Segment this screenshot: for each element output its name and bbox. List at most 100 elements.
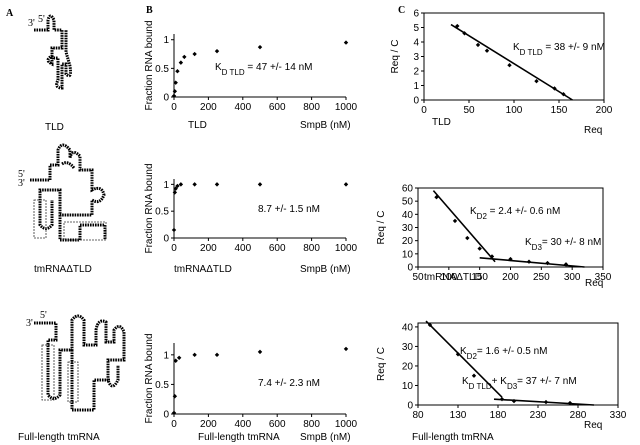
data-point: [545, 260, 550, 266]
plot-frame: [417, 187, 604, 268]
data-point: [192, 182, 197, 187]
annotation: KD2 = 2.4 +/- 0.6 nM: [470, 206, 560, 221]
data-point: [484, 48, 490, 53]
y-tick-label: 40: [402, 322, 414, 333]
x-tick-label: 350: [595, 272, 612, 283]
x-tick-label: 200: [200, 419, 217, 430]
x-tick-label: 200: [200, 243, 217, 254]
y-tick-label: 30: [402, 342, 414, 353]
y-tick-label: 10: [402, 249, 414, 260]
y-tick-label: 40: [402, 210, 414, 221]
annotation-part: + K: [492, 376, 508, 387]
annotation-part: D TLD: [222, 68, 245, 77]
annotation-part: D2: [467, 352, 478, 361]
y-tick-label: 0.5: [155, 64, 169, 75]
data-point: [192, 51, 197, 57]
x-tick-label: 0: [171, 102, 177, 113]
y-tick-label: 5: [413, 23, 419, 34]
x-tick-label: 130: [450, 410, 467, 421]
annotation: KD TLD = 47 +/- 14 nM: [215, 62, 312, 77]
annotation: KD3= 30 +/- 8 nM: [525, 237, 601, 252]
x-tick-label: 100: [506, 105, 523, 116]
annotation: KD TLD = 38 +/- 9 nM: [513, 42, 605, 57]
data-point: [172, 190, 178, 195]
data-point: [173, 186, 178, 191]
y-tick-label: 4: [413, 38, 419, 49]
data-point: [214, 352, 220, 358]
annotation-part: D TLD: [520, 48, 543, 57]
data-point: [552, 86, 557, 91]
y-tick-label: 1: [163, 350, 169, 361]
x-axis-label: SmpB (nM): [300, 120, 351, 131]
x-axis-label: Req: [584, 420, 602, 431]
data-point: [172, 89, 178, 94]
annotation-part: D3: [507, 382, 518, 391]
y-tick-label: 10: [402, 381, 414, 392]
y-tick-label: 0: [163, 234, 169, 245]
y-tick-label: 0: [163, 410, 169, 421]
data-point: [176, 355, 182, 360]
data-point: [477, 246, 482, 251]
x-tick-label: 800: [303, 243, 320, 254]
data-point: [257, 349, 263, 355]
y-axis-label: Fraction RNA bound: [144, 333, 155, 423]
annotation-part: = 2.4 +/- 0.6 nM: [487, 206, 560, 217]
data-point: [567, 400, 573, 406]
caption: Full-length tmRNA: [198, 432, 280, 443]
y-tick-label: 1: [163, 180, 169, 191]
caption: TLD: [188, 120, 207, 131]
x-tick-label: 80: [412, 410, 424, 421]
annotation-part: D3: [532, 243, 543, 252]
fit-line: [432, 190, 496, 263]
structure-caption: tmRNAΔTLD: [34, 264, 92, 275]
y-tick-label: 20: [402, 361, 414, 372]
x-tick-label: 200: [200, 102, 217, 113]
x-tick-label: 600: [269, 419, 286, 430]
y-tick-label: 20: [402, 236, 414, 247]
end-label: 3': [28, 18, 35, 29]
x-tick-label: 200: [596, 105, 613, 116]
data-point: [257, 44, 263, 50]
annotation-part: K: [470, 206, 477, 217]
end-label: 3': [26, 318, 33, 329]
x-tick-label: 50: [412, 272, 424, 283]
annotation-part: K: [215, 62, 222, 73]
x-tick-label: 200: [502, 272, 519, 283]
x-tick-label: 330: [610, 410, 627, 421]
y-axis-label: Req / C: [376, 211, 387, 245]
x-tick-label: 600: [269, 243, 286, 254]
rna-structure: 5' 3' tmRNAΔTLD: [18, 143, 107, 275]
y-tick-label: 1: [413, 81, 419, 92]
data-point: [173, 358, 178, 363]
end-label: 5': [38, 14, 45, 25]
panel-label: B: [146, 5, 153, 16]
x-tick-label: 230: [530, 410, 547, 421]
x-tick-label: 600: [269, 102, 286, 113]
data-point: [257, 182, 263, 187]
annotation-part: = 1.6 +/- 0.5 nM: [477, 346, 548, 357]
y-tick-label: 60: [402, 184, 414, 195]
data-point: [561, 92, 566, 97]
data-point: [455, 352, 461, 357]
data-point: [343, 346, 349, 352]
annotation-part: K: [462, 376, 469, 387]
y-tick-label: 6: [413, 9, 419, 20]
data-point: [343, 182, 349, 187]
x-tick-label: 280: [570, 410, 587, 421]
annotation-part: = 30 +/- 8 nM: [542, 237, 601, 248]
annotation: KD TLD+ KD3= 37 +/- 7 nM: [462, 376, 577, 391]
data-point: [175, 69, 180, 74]
data-point: [475, 42, 481, 48]
data-point: [192, 352, 197, 358]
data-point: [434, 195, 439, 200]
x-tick-label: 0: [171, 419, 177, 430]
x-tick-label: 50: [463, 105, 475, 116]
data-point: [214, 182, 220, 187]
data-point: [452, 218, 458, 224]
end-label: 3': [18, 178, 25, 189]
x-tick-label: 150: [471, 272, 488, 283]
caption: tmRNAΔTLD: [174, 264, 232, 275]
panel-label: C: [398, 5, 405, 16]
x-tick-label: 0: [171, 243, 177, 254]
y-tick-label: 3: [413, 52, 419, 63]
